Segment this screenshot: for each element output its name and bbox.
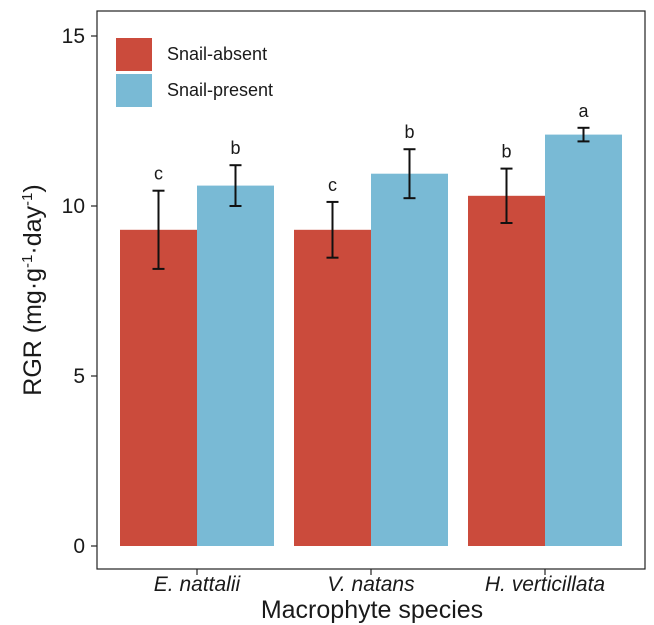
x-tick-label: E. nattalii <box>154 573 242 596</box>
legend: Snail-absent Snail-present <box>116 38 273 107</box>
x-tick-label: V. natans <box>327 573 415 596</box>
x-axis-title: Macrophyte species <box>261 596 483 624</box>
significance-letter: c <box>328 175 337 195</box>
bars-group <box>120 134 622 547</box>
legend-swatch <box>116 38 152 71</box>
legend-label: Snail-present <box>167 80 273 100</box>
significance-letter: b <box>404 122 414 142</box>
significance-letters-group: c b c b b a <box>154 101 589 195</box>
significance-letter: a <box>578 101 589 121</box>
y-tick-label: 0 <box>73 535 85 558</box>
legend-swatch <box>116 74 152 107</box>
bar-snail-present <box>371 173 448 546</box>
error-bars-group <box>152 126 590 270</box>
significance-letter: c <box>154 164 163 184</box>
y-tick-label: 15 <box>62 25 85 48</box>
bar-snail-absent <box>294 229 371 547</box>
legend-label: Snail-absent <box>167 44 267 64</box>
y-axis: 0 5 10 15 <box>62 25 97 558</box>
bar-snail-present <box>545 134 622 546</box>
x-tick-label: H. verticillata <box>485 573 605 596</box>
y-tick-label: 10 <box>62 195 85 218</box>
significance-letter: b <box>230 138 240 158</box>
x-axis: E. nattalii V. natans H. verticillata <box>154 569 605 596</box>
bar-snail-absent <box>468 195 545 547</box>
significance-letter: b <box>501 142 511 162</box>
y-axis-title: RGR (mg·g-1·day-1) <box>19 184 47 395</box>
bar-snail-absent <box>120 229 197 547</box>
bar-snail-present <box>197 185 274 546</box>
y-tick-label: 5 <box>73 365 85 388</box>
